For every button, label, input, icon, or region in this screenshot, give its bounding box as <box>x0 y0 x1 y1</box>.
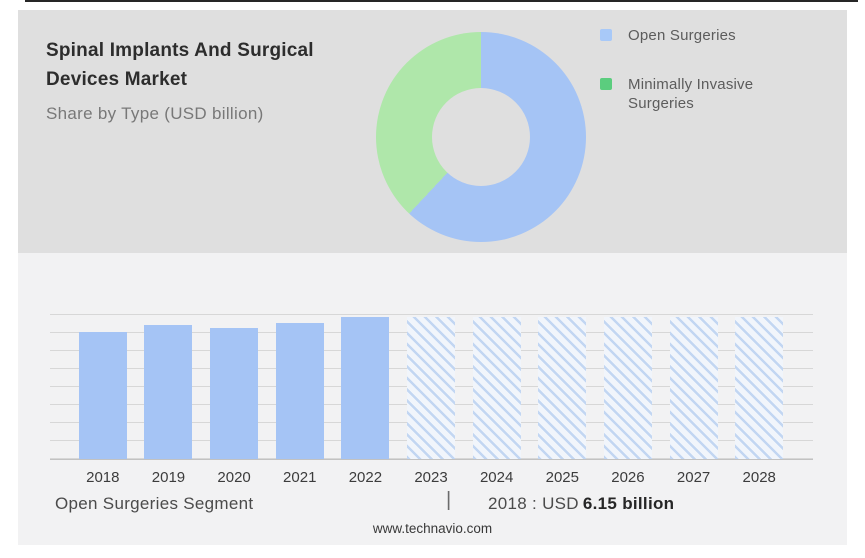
forecast-bar-2028 <box>735 317 784 459</box>
legend: Open Surgeries Minimally Invasive Surgeri… <box>600 26 830 143</box>
forecast-bar-2024 <box>472 317 521 459</box>
x-tick-label: 2026 <box>611 469 645 486</box>
bar-slot-2018: 2018 <box>70 314 136 486</box>
legend-swatch-icon <box>600 29 612 41</box>
title-block: Spinal Implants And Surgical Devices Mar… <box>46 36 346 124</box>
bar-slot-2022: 2022 <box>333 314 399 486</box>
forecast-bar-2027 <box>669 317 718 459</box>
bar-slot-2021: 2021 <box>267 314 333 486</box>
legend-item: Minimally Invasive Surgeries <box>600 75 830 113</box>
bar-2018 <box>78 332 127 459</box>
donut-hole <box>432 88 530 186</box>
page-title: Spinal Implants And Surgical Devices Mar… <box>46 40 314 91</box>
legend-label: Minimally Invasive Surgeries <box>628 76 754 112</box>
highlight-value-bold: 6.15 billion <box>582 494 675 513</box>
x-tick-label: 2022 <box>348 469 383 486</box>
chart-subtitle: Share by Type (USD billion) <box>46 103 264 123</box>
legend-label: Open Surgeries <box>628 27 736 44</box>
bar-slot-2026: 2026 <box>595 314 661 486</box>
bar-slot-2023: 2023 <box>398 314 464 486</box>
forecast-bar-2023 <box>407 317 456 459</box>
bar-slot-2027: 2027 <box>661 314 727 486</box>
bar-slot-2028: 2028 <box>726 314 792 486</box>
x-tick-label: 2025 <box>545 469 579 486</box>
bar-slot-2024: 2024 <box>464 314 530 486</box>
x-tick-label: 2023 <box>414 469 448 486</box>
donut-panel: Spinal Implants And Surgical Devices Mar… <box>18 10 847 253</box>
bar-chart-panel: 2018 2019 2020 2021 2022 2023 2024 2025 2026 2027… <box>18 253 847 545</box>
donut-chart <box>376 32 586 242</box>
legend-swatch-icon <box>600 78 612 90</box>
bar-2019 <box>144 325 193 459</box>
highlight-value: 2018 : USD 6.15 billion <box>488 494 674 514</box>
footer-separator: | <box>446 489 452 511</box>
bar-slot-2025: 2025 <box>529 314 595 486</box>
x-tick-label: 2021 <box>283 469 317 486</box>
legend-item: Open Surgeries <box>600 26 830 45</box>
bar-2022 <box>341 317 390 459</box>
forecast-bar-2026 <box>603 317 652 459</box>
bar-slots: 2018 2019 2020 2021 2022 2023 2024 2025 2026 2027… <box>70 314 792 486</box>
segment-label: Open Surgeries Segment <box>55 494 254 513</box>
top-border-rule <box>25 0 858 2</box>
bar-chart: 2018 2019 2020 2021 2022 2023 2024 2025 2026 2027… <box>50 314 813 486</box>
forecast-bar-2025 <box>538 317 587 459</box>
x-tick-label: 2024 <box>479 469 514 486</box>
x-tick-label: 2028 <box>742 469 776 486</box>
x-tick-label: 2020 <box>217 469 251 486</box>
bar-slot-2020: 2020 <box>201 314 267 486</box>
bar-2020 <box>210 328 259 459</box>
highlight-value-prefix: 2018 : USD <box>488 494 579 513</box>
bar-2021 <box>275 323 324 459</box>
source-url: www.technavio.com <box>372 521 493 536</box>
x-tick-label: 2019 <box>151 469 186 486</box>
bar-slot-2019: 2019 <box>136 314 202 486</box>
x-tick-label: 2018 <box>86 469 120 486</box>
x-tick-label: 2027 <box>676 469 711 486</box>
